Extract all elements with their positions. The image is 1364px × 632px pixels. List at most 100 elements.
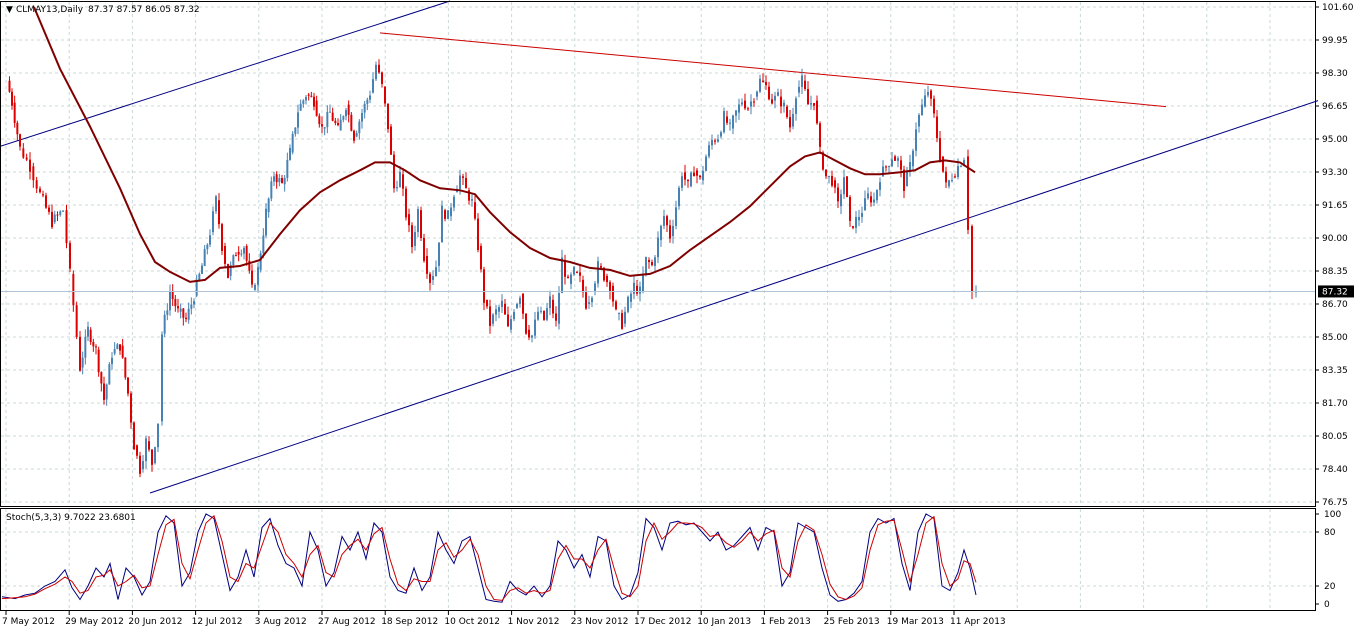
- candle-body: [347, 104, 350, 115]
- candle-body: [262, 235, 265, 254]
- x-tick-label: 11 Apr 2013: [950, 617, 1006, 627]
- candle-body: [744, 100, 746, 109]
- candle-body: [600, 265, 602, 268]
- candle-body: [361, 113, 363, 122]
- candle-body: [573, 266, 575, 275]
- candle-body: [240, 253, 243, 255]
- candle-body: [133, 422, 135, 450]
- candle-body: [384, 86, 386, 104]
- candle-body: [169, 291, 171, 311]
- candle-body: [229, 265, 232, 276]
- candle-body: [759, 78, 761, 92]
- candle-body: [154, 447, 156, 464]
- candle-body: [257, 267, 259, 285]
- candle-body: [831, 175, 833, 186]
- candle-body: [822, 152, 824, 170]
- y-tick-label: 76.75: [1322, 498, 1348, 508]
- candle-body: [912, 150, 914, 167]
- candle-body: [642, 273, 644, 292]
- candle-body: [267, 198, 270, 213]
- candle-body: [939, 138, 941, 161]
- candle-body: [72, 273, 75, 306]
- candle-body: [166, 310, 169, 315]
- trendline: [379, 32, 1167, 108]
- x-tick-label: 1 Feb 2013: [760, 617, 810, 627]
- candle-body: [387, 103, 389, 130]
- candle-body: [65, 210, 68, 244]
- candle-body: [32, 166, 35, 181]
- candle-body: [669, 225, 671, 239]
- y-tick-label: 80.05: [1322, 432, 1348, 442]
- candle-body: [681, 176, 683, 188]
- candle-body: [585, 292, 587, 309]
- candle-body: [723, 111, 725, 133]
- candle-body: [468, 190, 470, 201]
- candle-body: [237, 252, 240, 255]
- candle-body: [483, 269, 485, 303]
- candle-body: [396, 187, 398, 189]
- candle-body: [187, 308, 190, 320]
- candle-body: [426, 255, 428, 274]
- candle-body: [588, 302, 590, 304]
- candle-body: [543, 310, 545, 320]
- candle-body: [867, 193, 869, 199]
- candle-body: [203, 249, 206, 266]
- candle-body: [516, 303, 518, 308]
- candle-body: [235, 255, 237, 257]
- candle-body: [25, 157, 28, 160]
- candle-body: [858, 216, 860, 221]
- candle-body: [339, 119, 342, 131]
- candle-body: [372, 79, 374, 93]
- candle-body: [321, 124, 323, 127]
- candle-body: [618, 313, 620, 315]
- candle-body: [283, 177, 286, 185]
- candle-body: [684, 172, 686, 180]
- candle-body: [438, 242, 440, 266]
- x-tick-label: 17 Dec 2012: [634, 617, 692, 627]
- candle-body: [390, 126, 392, 155]
- y-tick-label: 91.65: [1322, 201, 1348, 211]
- candle-body: [699, 175, 701, 178]
- candle-body: [326, 111, 329, 128]
- candle-body: [513, 311, 515, 320]
- candle-body: [486, 299, 488, 307]
- candle-body: [891, 159, 893, 167]
- candle-body: [62, 210, 64, 212]
- candle-body: [414, 232, 416, 247]
- candle-body: [331, 112, 334, 121]
- candle-body: [967, 156, 969, 230]
- x-tick-label: 1 Nov 2012: [508, 617, 560, 627]
- candle-body: [111, 357, 113, 365]
- candle-body: [270, 181, 273, 199]
- candle-body: [453, 196, 455, 208]
- candle-body: [408, 214, 410, 226]
- candle-body: [567, 276, 569, 279]
- stoch-tick-label: 20: [1324, 582, 1336, 592]
- candle-body: [861, 213, 863, 217]
- grid: [1, 2, 1315, 610]
- header-collapse-icon[interactable]: ▼: [6, 5, 13, 15]
- candle-body: [353, 130, 355, 141]
- candle-body: [630, 293, 632, 302]
- candle-body: [19, 134, 21, 147]
- candle-body: [420, 210, 422, 238]
- candle-body: [227, 263, 229, 278]
- candle-body: [510, 319, 512, 330]
- candle-body: [903, 169, 905, 191]
- candle-body: [206, 244, 209, 250]
- candle-body: [195, 280, 198, 296]
- candle-body: [87, 326, 89, 337]
- candle-body: [579, 272, 581, 276]
- candle-body: [56, 214, 59, 216]
- candle-body: [11, 91, 13, 106]
- candle-body: [663, 216, 665, 226]
- candle-body: [315, 100, 318, 116]
- y-tick-label: 90.00: [1322, 234, 1348, 244]
- candle-body: [95, 346, 97, 348]
- candle-body: [789, 117, 791, 128]
- candle-body: [651, 262, 653, 266]
- y-tick-label: 101.60: [1322, 3, 1354, 13]
- candle-body: [378, 64, 380, 73]
- candle-body: [462, 176, 464, 178]
